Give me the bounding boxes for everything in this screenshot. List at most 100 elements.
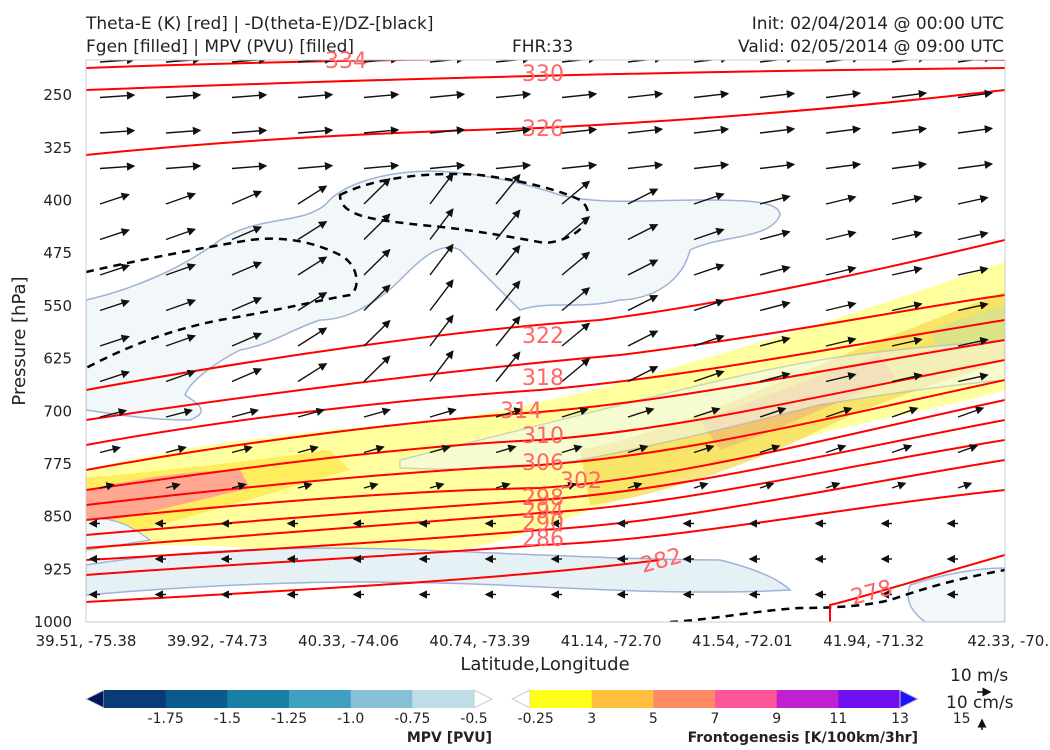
wind-vector	[891, 265, 923, 276]
wind-vector	[99, 482, 115, 491]
y-axis-label: Pressure [hPa]	[9, 276, 30, 405]
wind-vector	[561, 216, 591, 241]
wind-vector	[363, 126, 400, 135]
wind-vector	[297, 362, 328, 383]
contour-label-326: 326	[522, 117, 564, 142]
colorbar-tick-label: 5	[649, 711, 658, 727]
wind-vector	[957, 406, 985, 418]
wind-vector	[693, 263, 725, 276]
wind-vector	[891, 89, 928, 99]
frontogenesis-colorbar: 3 5 7 9 11 13 15	[510, 689, 971, 727]
colorbar-swatch	[653, 690, 716, 708]
wind-vector	[891, 125, 928, 134]
wind-vector	[891, 60, 928, 63]
wind-vector	[495, 161, 532, 170]
wind-vector	[165, 334, 197, 347]
y-tick-label: 700	[43, 402, 72, 420]
chart-title-line-1: Theta-E (K) [red] | -D(theta-E)/DZ-[blac…	[86, 14, 434, 34]
wind-vector	[825, 481, 841, 490]
wind-vector	[957, 160, 994, 170]
colorbar-tick-label: -1.5	[214, 711, 241, 727]
contour-label-314: 314	[500, 399, 542, 424]
wind-vector	[693, 125, 730, 135]
wind-vector	[165, 192, 197, 205]
colorbar-extend-low	[84, 689, 105, 709]
wind-vector	[495, 244, 521, 276]
wind-vector	[561, 358, 591, 383]
y-tick-label: 550	[43, 297, 72, 315]
wind-vector	[759, 336, 791, 347]
contour-label-302: 302	[560, 469, 602, 494]
wind-vector	[561, 125, 598, 135]
wind-vector	[825, 230, 857, 241]
wind-vector	[231, 407, 259, 418]
wind-vector	[891, 444, 913, 454]
wind-vector	[759, 90, 796, 99]
wind-vector	[627, 444, 649, 454]
wind-vector	[627, 407, 655, 418]
wind-vector	[693, 369, 725, 383]
valid-time: Valid: 02/05/2014 @ 09:00 UTC	[738, 37, 1004, 57]
colorbar-swatch	[530, 690, 593, 708]
wind-vector	[759, 300, 791, 312]
wind-vector	[297, 126, 334, 135]
wind-vector	[891, 336, 923, 347]
colorbar-tick-label: -0.25	[518, 711, 554, 727]
wind-vector	[759, 60, 796, 63]
wind-vector	[429, 126, 466, 135]
wind-vector	[165, 408, 193, 418]
wind-vector	[363, 444, 385, 454]
wind-vector	[891, 481, 907, 490]
contour-label-290: 290	[522, 511, 564, 536]
wind-vector	[429, 208, 454, 240]
wind-vector	[165, 482, 181, 491]
wind-vector	[693, 406, 721, 418]
wind-vector	[825, 336, 857, 347]
wind-vector	[99, 60, 136, 65]
wind-vector	[429, 90, 466, 100]
colorbar-tick-label: 3	[587, 711, 596, 727]
wind-vector	[759, 125, 796, 134]
wind-vector	[627, 188, 659, 205]
x-tick-label: 42.33, -70.6	[967, 632, 1050, 650]
wind-vector	[495, 280, 521, 311]
wind-vector	[99, 334, 130, 347]
wind-ref-vertical: 10 cm/s	[946, 693, 1014, 713]
wind-vector	[429, 279, 454, 311]
wind-vector	[693, 481, 709, 490]
colorbar-swatch	[591, 690, 654, 708]
wind-vector	[759, 265, 791, 276]
y-tick-label: 625	[43, 350, 72, 368]
wind-vector	[363, 177, 391, 205]
wind-vector	[825, 444, 847, 454]
wind-vector	[429, 314, 454, 347]
wind-vector	[495, 126, 532, 135]
wind-vector	[759, 406, 787, 418]
wind-vector	[561, 180, 591, 205]
contour-label-306: 306	[522, 451, 564, 476]
mpv-colorbar: -1.75 -1.5 -1.25 -1.0 -0.75 -0.5 -0.25	[84, 689, 554, 727]
wind-vector	[561, 90, 598, 99]
wind-vector	[759, 161, 796, 170]
colorbar-extend-low	[510, 689, 531, 709]
wind-vector	[429, 482, 445, 491]
colorbar-tick-label: 15	[953, 711, 971, 727]
wind-vector	[957, 336, 989, 347]
colorbar-tick-label: 9	[772, 711, 781, 727]
wind-vector	[495, 90, 532, 99]
y-tick-label: 325	[43, 139, 72, 157]
wind-vector	[825, 372, 857, 383]
y-axis-ticks: 250 325 400 475 550 625 700 775 850 925 1000	[34, 86, 72, 631]
wind-vector	[429, 243, 454, 276]
wind-vector	[231, 368, 263, 383]
wind-vector	[957, 444, 979, 454]
wind-vector	[297, 444, 319, 454]
colorbar-swatch	[776, 690, 839, 708]
wind-vector	[363, 213, 391, 240]
x-tick-label: 41.54, -72.01	[692, 632, 793, 650]
wind-vector	[231, 60, 268, 65]
wind-vector	[957, 230, 989, 241]
x-tick-label: 41.94, -71.32	[823, 632, 924, 650]
wind-vector	[561, 322, 591, 347]
